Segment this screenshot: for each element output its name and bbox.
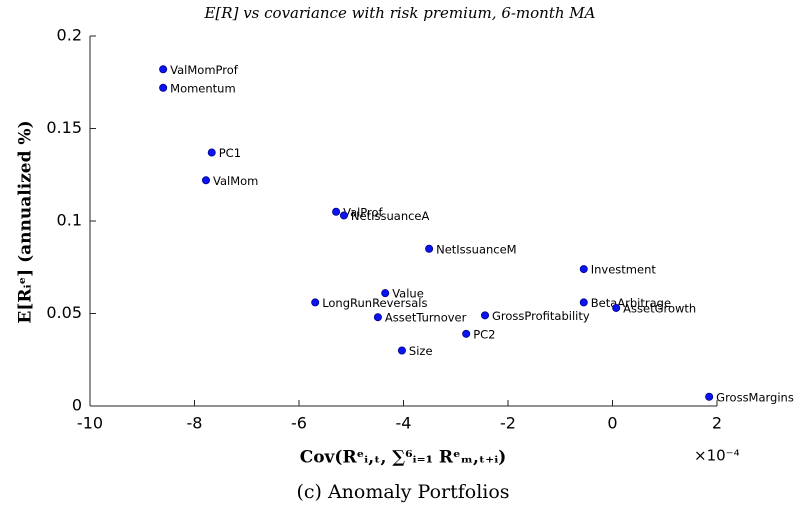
x-tick-label: -6 (291, 414, 307, 433)
point (373, 313, 382, 322)
x-tick-label: 2 (712, 414, 722, 433)
point (705, 392, 714, 401)
point-label: ValProf (343, 205, 383, 219)
point-label: GrossMargins (716, 390, 794, 404)
x-tick-label: -8 (187, 414, 203, 433)
point-label: PC1 (219, 146, 241, 160)
x-tick-label: 0 (607, 414, 617, 433)
point-label: NetIssuanceA (351, 209, 430, 223)
point (339, 211, 348, 220)
y-tick-label: 0.05 (46, 303, 82, 322)
point-label: GrossProfitability (492, 309, 590, 323)
x-exponent: ×10⁻⁴ (694, 447, 740, 465)
point (201, 176, 210, 185)
caption: (c) Anomaly Portfolios (296, 481, 509, 503)
y-tick-label: 0.1 (57, 211, 82, 230)
x-axis-label: Cov(Rᵉᵢ,ₜ, ∑⁶ᵢ₌₁ Rᵉₘ,ₜ₊ᵢ) (300, 448, 507, 468)
point-label: Momentum (170, 81, 236, 95)
y-tick-label: 0.2 (57, 26, 82, 45)
point (159, 65, 168, 74)
y-tick-label: 0.15 (46, 118, 82, 137)
point-label: NetIssuanceM (436, 242, 517, 256)
point-label: ValMomProf (170, 63, 239, 77)
point-label: AssetTurnover (385, 311, 467, 325)
point-label: ValMom (213, 174, 258, 188)
point (425, 244, 434, 253)
point (612, 303, 621, 312)
y-tick-label: 0 (72, 396, 82, 415)
point-label: PC2 (473, 327, 495, 341)
x-tick-label: -10 (77, 414, 103, 433)
x-tick-label: -2 (500, 414, 516, 433)
point (311, 298, 320, 307)
point (332, 207, 341, 216)
point (381, 289, 390, 298)
point-label: AssetGrowth (623, 301, 696, 315)
point (207, 148, 216, 157)
point (579, 298, 588, 307)
point-label: Size (409, 344, 433, 358)
point (462, 329, 471, 338)
point-label: Value (392, 287, 424, 301)
y-axis-label: E[Rᵢᵉ] (annualized %) (16, 120, 36, 323)
point (579, 265, 588, 274)
chart-title: E[R] vs covariance with risk premium, 6-… (203, 4, 595, 22)
x-tick-label: -4 (396, 414, 412, 433)
point-label: Investment (591, 263, 657, 277)
point-label: LongRunReversals (322, 296, 427, 310)
point-label: BetaArbitrage (591, 296, 671, 310)
point (159, 83, 168, 92)
point (397, 346, 406, 355)
point (481, 311, 490, 320)
